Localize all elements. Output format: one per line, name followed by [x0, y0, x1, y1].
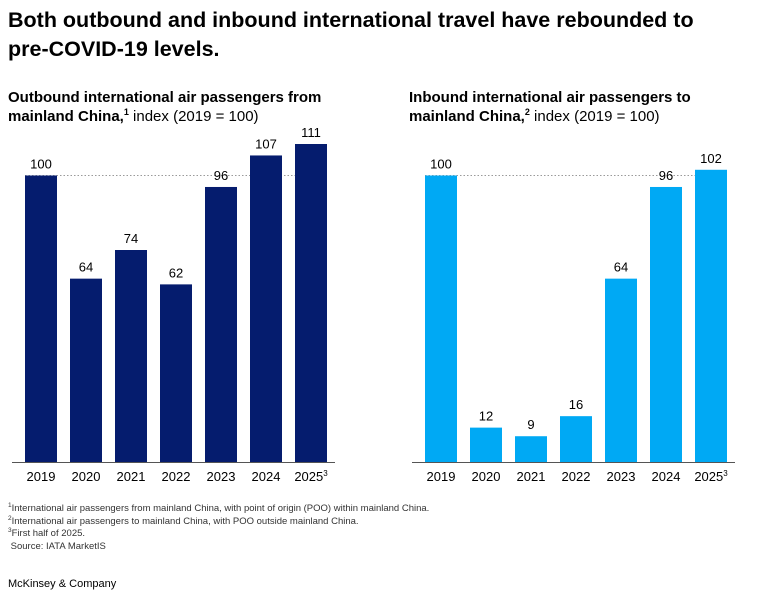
right-chart-title-sup: 2: [524, 107, 530, 117]
outbound-tick-label: 2019: [27, 469, 56, 484]
inbound-data-label: 64: [614, 260, 628, 275]
inbound-tick-label: 2022: [562, 469, 591, 484]
inbound-data-label: 96: [659, 168, 673, 183]
footnote-2: 2International air passengers to mainlan…: [8, 514, 359, 527]
outbound-tick-label: 2021: [117, 469, 146, 484]
outbound-tick-label: 20253: [294, 469, 328, 484]
footnote-source: Source: IATA MarketIS: [10, 540, 106, 552]
inbound-bar: [695, 169, 727, 462]
right-chart-title-rest: index (2019 = 100): [529, 108, 660, 125]
footnote-3: 3First half of 2025.: [8, 526, 86, 539]
outbound-tick-label: 2022: [162, 469, 191, 484]
inbound-bar: [650, 186, 682, 463]
outbound-bar: [205, 186, 237, 463]
outbound-bar: [250, 155, 282, 462]
outbound-data-label: 100: [30, 157, 52, 172]
inbound-tick-label: 2020: [472, 469, 501, 484]
inbound-data-label: 16: [569, 397, 583, 412]
inbound-bar-chart: 100 2019 12 2020 9 2021 16 2022 64 2023 96 2024 102 2…: [412, 151, 735, 484]
outbound-data-label: 96: [214, 168, 228, 183]
right-chart-title: Inbound international air passengers to …: [409, 88, 749, 126]
left-chart-title-bold: Outbound international air passengers fr…: [8, 89, 322, 125]
footnote-1: 1International air passengers from mainl…: [8, 501, 430, 514]
outbound-data-label: 62: [169, 265, 183, 280]
left-chart-title: Outbound international air passengers fr…: [8, 88, 358, 126]
right-chart-title-bold: Inbound international air passengers to …: [409, 89, 691, 125]
outbound-data-label: 111: [301, 125, 321, 140]
outbound-tick-label: 2024: [252, 469, 281, 484]
outbound-data-label: 74: [124, 231, 138, 246]
outbound-bar: [25, 175, 57, 462]
inbound-bar: [605, 278, 637, 462]
outbound-tick-label: 2023: [207, 469, 236, 484]
brand-logo-text: McKinsey & Company: [8, 578, 117, 590]
inbound-bar: [425, 175, 457, 462]
inbound-tick-label: 2024: [652, 469, 681, 484]
inbound-tick-label: 2023: [607, 469, 636, 484]
outbound-bar-chart: 100 2019 64 2020 74 2021 62 2022 96 2023 107 2024 11…: [12, 125, 335, 484]
inbound-data-label: 9: [527, 417, 534, 432]
outbound-bar: [295, 144, 327, 462]
page-headline: Both outbound and inbound international …: [8, 8, 694, 61]
inbound-tick-label: 2021: [517, 469, 546, 484]
left-chart-title-sup: 1: [123, 107, 129, 117]
left-chart-title-rest: index (2019 = 100): [128, 108, 259, 125]
outbound-bar: [160, 284, 192, 462]
outbound-data-label: 107: [255, 136, 277, 151]
inbound-data-label: 100: [430, 157, 452, 172]
inbound-data-label: 12: [479, 409, 493, 424]
inbound-bar: [515, 436, 547, 462]
inbound-data-label: 102: [700, 151, 722, 166]
outbound-data-label: 64: [79, 260, 93, 275]
inbound-bar: [560, 416, 592, 462]
inbound-bar: [470, 427, 502, 462]
inbound-tick-label: 20253: [694, 469, 728, 484]
outbound-bar: [70, 278, 102, 462]
inbound-tick-label: 2019: [427, 469, 456, 484]
outbound-tick-label: 2020: [72, 469, 101, 484]
outbound-bar: [115, 250, 147, 462]
footnotes: 1International air passengers from mainl…: [8, 501, 430, 553]
